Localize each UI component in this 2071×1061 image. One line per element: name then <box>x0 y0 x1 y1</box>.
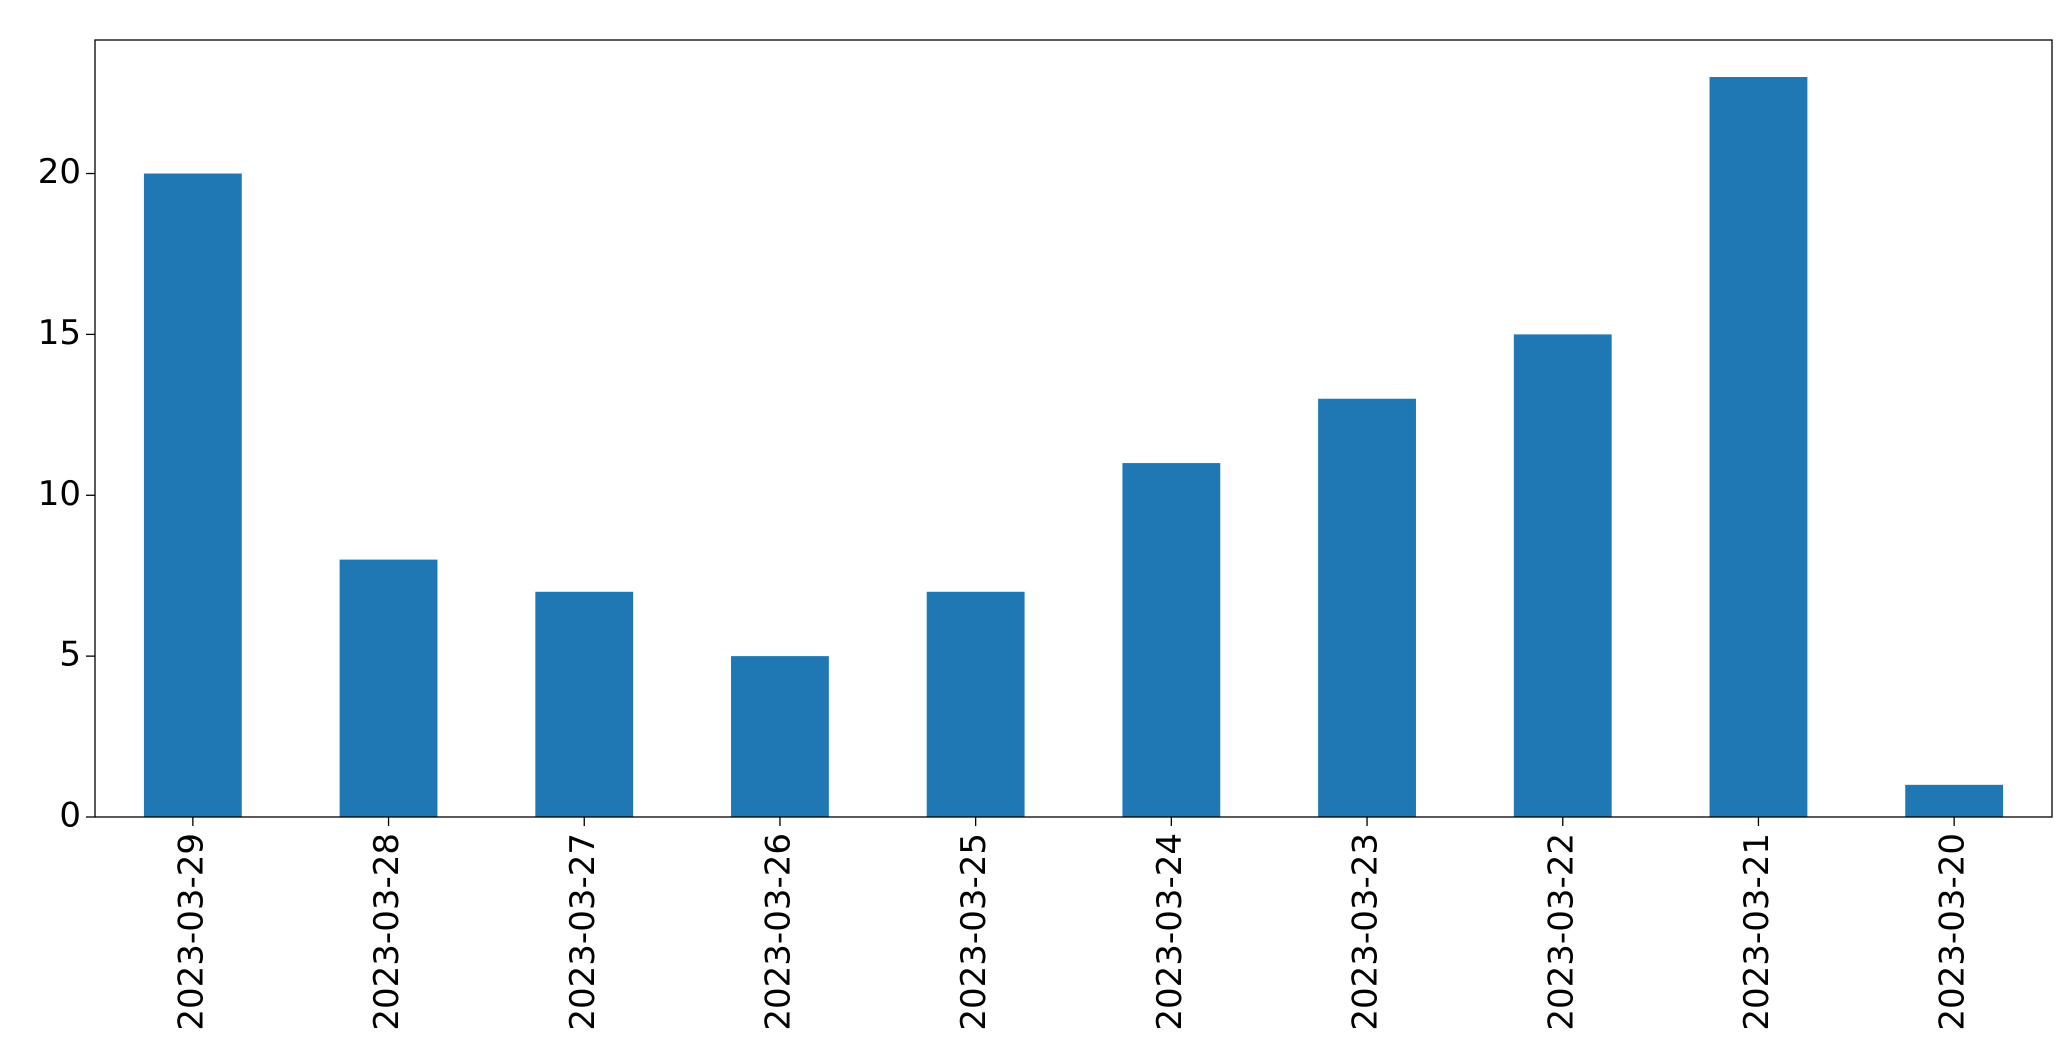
x-tick-label: 2023-03-25 <box>954 833 994 1031</box>
y-tick-label: 5 <box>59 635 81 675</box>
x-tick-label: 2023-03-26 <box>758 833 798 1031</box>
bar <box>1709 77 1808 817</box>
y-tick-label: 10 <box>38 474 81 514</box>
bar <box>1122 463 1221 817</box>
x-tick-label: 2023-03-20 <box>1933 833 1973 1031</box>
bar <box>535 591 634 817</box>
x-tick-label: 2023-03-28 <box>367 833 407 1031</box>
bar <box>1513 334 1612 817</box>
x-tick-label: 2023-03-21 <box>1737 833 1777 1031</box>
y-tick-label: 15 <box>38 313 81 353</box>
x-tick-label: 2023-03-27 <box>563 833 603 1031</box>
y-tick-label: 0 <box>59 796 81 836</box>
bar <box>339 559 438 817</box>
bar <box>143 173 242 818</box>
bar <box>1318 398 1416 817</box>
bar <box>926 591 1025 817</box>
bar <box>1905 784 2004 817</box>
y-tick-label: 20 <box>38 152 81 192</box>
x-tick-label: 2023-03-29 <box>171 833 211 1031</box>
x-tick-label: 2023-03-23 <box>1346 833 1386 1031</box>
x-tick-label: 2023-03-24 <box>1150 833 1190 1031</box>
x-tick-label: 2023-03-22 <box>1541 833 1581 1031</box>
plot-frame <box>94 39 2053 818</box>
bar <box>731 656 829 817</box>
